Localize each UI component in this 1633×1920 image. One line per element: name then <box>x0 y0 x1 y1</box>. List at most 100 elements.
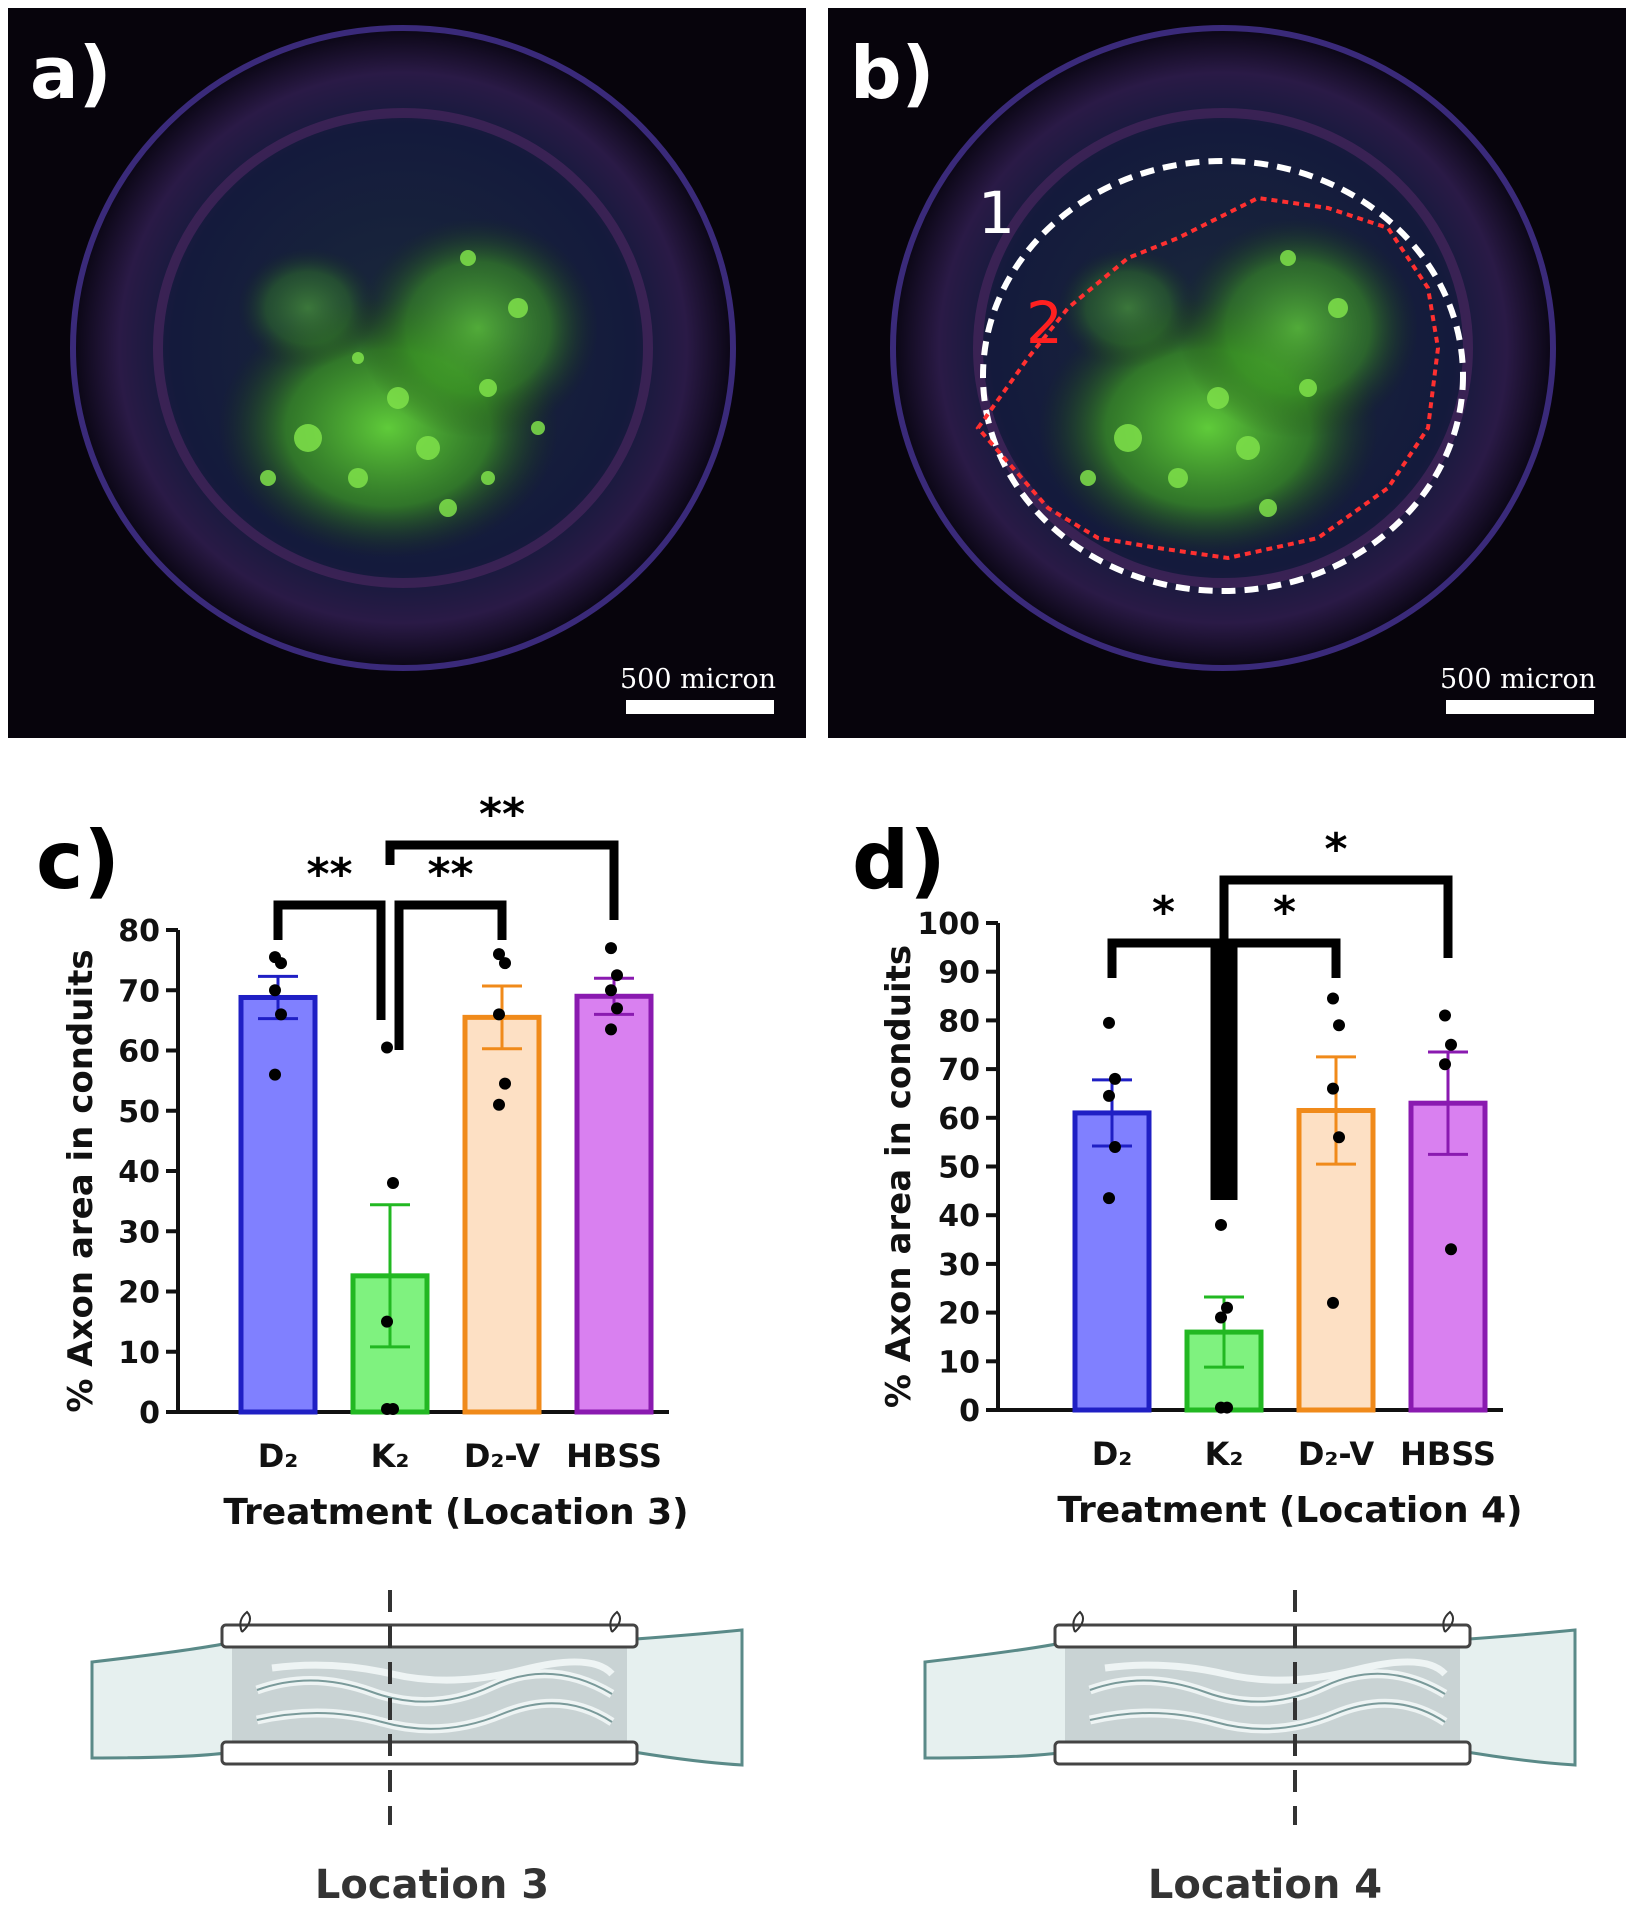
bar-3 <box>574 993 654 1415</box>
significance-bracket-1 <box>1107 938 1220 1200</box>
data-point <box>269 1068 281 1081</box>
y-tick-label: 10 <box>938 1345 980 1380</box>
conduit-diagram-location-4 <box>925 1590 1575 1825</box>
x-tick-label: D₂-V <box>464 1437 541 1475</box>
y-tick-label: 80 <box>118 914 160 949</box>
scalebar-a <box>626 700 774 714</box>
significance-bracket-3 <box>1219 875 1453 1200</box>
region-2-label: 2 <box>1026 289 1063 357</box>
data-point <box>1215 1218 1227 1231</box>
micrograph-b-image: b) 1 2 500 micron <box>850 25 1596 714</box>
y-tick-label: 0 <box>959 1394 980 1429</box>
y-tick-label: 10 <box>118 1336 160 1371</box>
data-point <box>493 1008 505 1021</box>
y-tick-label: 60 <box>938 1102 980 1137</box>
x-tick-label: D₂-V <box>1298 1435 1375 1473</box>
panel-letter: d) <box>852 814 946 907</box>
scalebar-b <box>1446 700 1594 714</box>
significance-bracket-1-label: * <box>1152 887 1175 938</box>
data-point <box>1221 1301 1233 1314</box>
data-point <box>1327 1296 1339 1309</box>
data-point <box>1439 1058 1451 1071</box>
y-tick-label: 20 <box>118 1276 160 1311</box>
data-point <box>1109 1141 1121 1154</box>
data-point <box>1327 992 1339 1005</box>
data-point <box>1439 1009 1451 1022</box>
data-point <box>493 1098 505 1111</box>
scalebar-label-b: 500 micron <box>1440 664 1596 695</box>
data-point <box>1445 1243 1457 1256</box>
y-axis-label: % Axon area in conduits <box>61 949 101 1412</box>
x-tick-label: HBSS <box>1400 1435 1496 1473</box>
data-point <box>1215 1311 1227 1324</box>
y-tick-label: 20 <box>938 1297 980 1332</box>
y-axis-label: % Axon area in conduits <box>879 945 919 1408</box>
significance-bracket-1-label: ** <box>306 849 352 900</box>
chart-d: d) 0 10 20 30 40 50 60 70 80 90 100% Axon area in c… <box>852 814 1523 1531</box>
data-point <box>1103 1089 1115 1102</box>
data-point <box>605 942 617 955</box>
data-point <box>1333 1019 1345 1032</box>
region-1-outline <box>980 158 1466 594</box>
y-tick-label: 100 <box>917 907 980 942</box>
y-tick-label: 70 <box>118 974 160 1009</box>
conduit-diagrams <box>0 1590 1633 1825</box>
panel-letter: c) <box>36 814 120 907</box>
significance-bracket-1 <box>273 900 386 1020</box>
y-tick-label: 30 <box>118 1215 160 1250</box>
data-point <box>499 1077 511 1090</box>
y-tick-label: 80 <box>938 1004 980 1039</box>
region-1-label: 1 <box>978 179 1015 247</box>
data-point <box>381 1041 393 1054</box>
x-axis-label: Treatment (Location 4) <box>1057 1490 1522 1531</box>
significance-bracket-2 <box>1228 938 1341 1200</box>
diagram-label-location-4: Location 4 <box>1147 1862 1383 1908</box>
data-point <box>275 1008 287 1021</box>
data-point <box>611 1002 623 1015</box>
data-point <box>1327 1082 1339 1095</box>
x-tick-label: D₂ <box>258 1437 299 1475</box>
x-tick-label: K₂ <box>1205 1435 1244 1473</box>
significance-bracket-3 <box>385 840 619 920</box>
data-point <box>605 984 617 997</box>
scalebar-label-a: 500 micron <box>620 664 776 695</box>
significance-bracket-2 <box>394 900 507 1050</box>
data-point <box>269 984 281 997</box>
significance-bracket-3-label: * <box>1324 824 1347 875</box>
x-tick-label: K₂ <box>371 1437 410 1475</box>
y-tick-label: 0 <box>139 1396 160 1431</box>
bar-0 <box>1072 1110 1152 1413</box>
micrograph-a: a) 500 micron <box>8 8 806 738</box>
micrograph-a-image: a) 500 micron <box>30 25 776 714</box>
significance-bracket-2-label: * <box>1273 887 1296 938</box>
significance-bracket-2-label: ** <box>427 849 473 900</box>
data-point <box>605 1023 617 1036</box>
data-point <box>275 957 287 970</box>
bar-0 <box>238 994 318 1415</box>
data-point <box>1445 1038 1457 1051</box>
micrograph-b: b) 1 2 500 micron <box>828 8 1626 738</box>
data-point <box>381 1315 393 1328</box>
x-tick-label: HBSS <box>566 1437 662 1475</box>
y-tick-label: 40 <box>938 1199 980 1234</box>
data-point <box>1333 1131 1345 1144</box>
data-point <box>1103 1016 1115 1029</box>
data-point <box>1103 1192 1115 1205</box>
y-tick-label: 50 <box>938 1151 980 1186</box>
data-point <box>611 969 623 982</box>
panel-letter-a: a) <box>30 31 112 115</box>
data-point <box>381 1402 393 1415</box>
x-axis-label: Treatment (Location 3) <box>223 1492 688 1533</box>
diagram-label-location-3: Location 3 <box>314 1862 550 1908</box>
significance-bracket-3-label: ** <box>479 789 525 840</box>
y-tick-label: 50 <box>118 1095 160 1130</box>
chart-c: c) 0 10 20 30 40 50 60 70 80 % Axon area in condui… <box>36 789 689 1533</box>
data-point <box>493 948 505 961</box>
conduit-diagram-location-3 <box>92 1590 742 1825</box>
data-point <box>1215 1401 1227 1414</box>
y-tick-label: 70 <box>938 1053 980 1088</box>
region-2-outline <box>975 195 1441 561</box>
data-point <box>387 1177 399 1190</box>
y-tick-label: 60 <box>118 1035 160 1070</box>
data-point <box>499 957 511 970</box>
